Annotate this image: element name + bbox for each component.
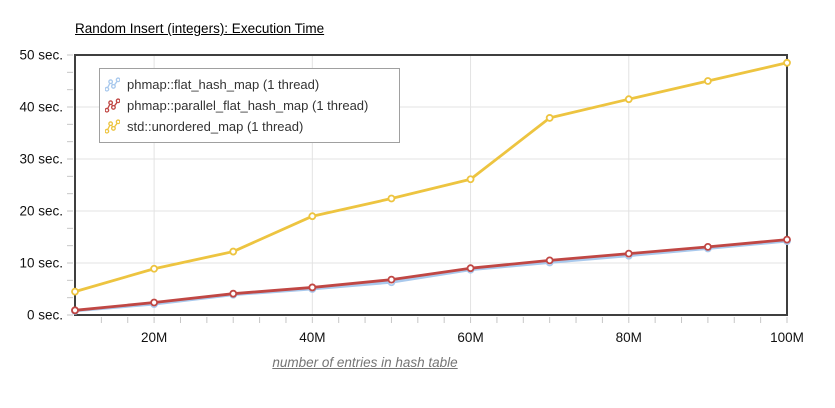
data-point: [150, 264, 159, 273]
data-point: [308, 212, 317, 221]
x-axis-tick-label: 60M: [457, 330, 483, 345]
x-axis-title: number of entries in hash table: [272, 355, 458, 370]
y-axis-tick-label: 30 sec.: [19, 152, 63, 167]
data-point: [229, 289, 238, 298]
x-axis-tick-label: 20M: [141, 330, 167, 345]
y-axis-tick-label: 20 sec.: [19, 204, 63, 219]
data-point: [150, 298, 159, 307]
legend-item-std-unordered-map[interactable]: std::unordered_map (1 thread): [100, 116, 399, 137]
series-marker-icon: [105, 98, 120, 113]
data-point: [71, 287, 79, 296]
plot-border: [74, 54, 788, 316]
legend-item-flat-hash-map[interactable]: phmap::flat_hash_map (1 thread): [100, 74, 399, 95]
data-point: [466, 175, 475, 184]
data-point: [783, 58, 791, 67]
x-axis-tick-label: 80M: [616, 330, 642, 345]
legend-label: std::unordered_map (1 thread): [127, 119, 304, 134]
legend-label: phmap::parallel_flat_hash_map (1 thread): [127, 98, 369, 113]
chart-title-link[interactable]: Random Insert (integers): Execution Time: [75, 21, 325, 36]
y-axis-tick-label: 10 sec.: [19, 256, 63, 271]
data-point: [624, 95, 633, 104]
x-axis-tick-label: 40M: [299, 330, 325, 345]
data-point: [308, 283, 317, 292]
legend-item-parallel-flat-hash-map[interactable]: phmap::parallel_flat_hash_map (1 thread): [100, 95, 399, 116]
data-point: [387, 275, 396, 284]
x-axis-tick-label: 100M: [770, 330, 804, 345]
series-line-2: [74, 61, 788, 293]
data-point: [703, 242, 712, 251]
y-axis-tick-label: 50 sec.: [19, 48, 63, 63]
data-point: [624, 249, 633, 258]
data-point: [229, 247, 238, 256]
series-marker-icon: [105, 119, 120, 134]
data-point: [545, 256, 554, 265]
chart-legend: phmap::flat_hash_map (1 thread) phmap::p…: [99, 68, 400, 143]
y-axis-tick-label: 40 sec.: [19, 100, 63, 115]
data-point: [466, 264, 475, 273]
series-line-1: [74, 238, 788, 312]
data-point: [545, 114, 554, 122]
data-point: [783, 235, 791, 244]
data-point: [703, 77, 712, 85]
y-axis-tick-label: 0 sec.: [27, 308, 63, 323]
legend-label: phmap::flat_hash_map (1 thread): [127, 77, 320, 92]
data-point: [71, 306, 79, 315]
series-marker-icon: [105, 77, 120, 92]
data-point: [387, 194, 396, 203]
